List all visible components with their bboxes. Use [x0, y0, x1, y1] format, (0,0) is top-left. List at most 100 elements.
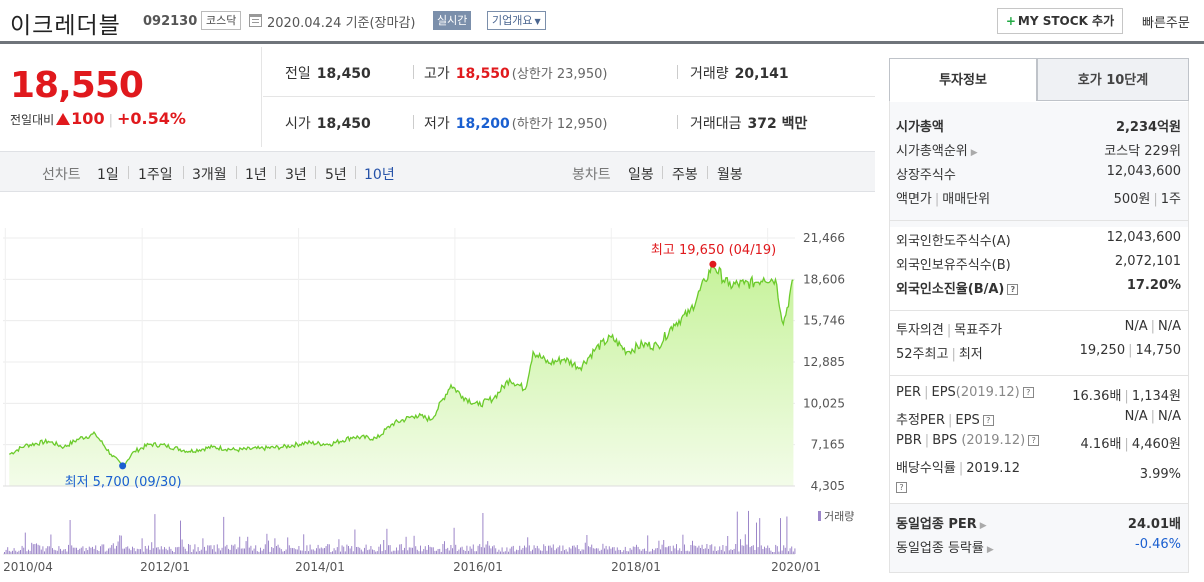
price-chart[interactable]: 21,466 18,606 15,746 12,885 10,025 7,165 4,305… [0, 192, 875, 578]
volume-bar [628, 551, 629, 554]
volume-bar [780, 518, 781, 554]
volume-bar [231, 544, 233, 554]
divider [889, 375, 1189, 376]
period-3y[interactable]: 3년 [285, 167, 307, 183]
volume-bar [367, 550, 369, 554]
period-3m[interactable]: 3개월 [192, 167, 227, 183]
help-icon[interactable]: ? [1007, 284, 1019, 295]
tab-investment-info[interactable]: 투자정보 [889, 58, 1037, 101]
volume-bar [685, 550, 687, 554]
volume-bar [560, 551, 562, 554]
volume-bar [258, 551, 260, 554]
volume-bar [420, 545, 421, 554]
volume-bar [672, 545, 674, 554]
caret-down-icon: ▼ [534, 17, 541, 26]
volume-bar [770, 550, 772, 554]
volume-bar [202, 538, 204, 554]
volume-bar [424, 546, 426, 554]
divider [889, 310, 1189, 311]
industry-per-label-wrap[interactable]: 동일업종 PER ▶ [896, 513, 987, 532]
volume-bar [132, 546, 133, 554]
volume-bar [42, 546, 44, 554]
volume-bar [26, 551, 28, 554]
quick-order-link[interactable]: 빠른주문 [1142, 16, 1190, 31]
trade-value-label: 거래대금 [690, 116, 742, 132]
volume-bar [520, 549, 522, 554]
period-1w[interactable]: 1주일 [138, 167, 173, 183]
divider: | [1128, 343, 1133, 358]
divider [662, 166, 663, 179]
volume-bar [352, 551, 354, 554]
volume-bar [588, 546, 589, 554]
company-name[interactable]: 이크레더블 [10, 13, 121, 39]
volume-bar [416, 549, 418, 554]
volume-bar [584, 542, 586, 554]
cap-rank-label-wrap[interactable]: 시가총액순위 ▶ [896, 140, 978, 159]
period-10y[interactable]: 10년 [364, 167, 395, 183]
volume-bar [162, 549, 164, 554]
volume-bar [447, 547, 449, 554]
realtime-button[interactable]: 실시간 [433, 11, 472, 30]
volume-bar [277, 544, 279, 554]
help-icon[interactable]: ? [982, 415, 994, 426]
industry-rate-label-wrap[interactable]: 동일업종 등락률 ▶ [896, 537, 994, 556]
volume-bar [130, 550, 132, 554]
volume-bar [487, 541, 489, 554]
x-tick-label: 2018/01 [611, 560, 661, 574]
period-5y[interactable]: 5년 [325, 167, 347, 183]
divider: | [948, 413, 953, 428]
volume-bar [23, 547, 25, 554]
volume-bar [31, 542, 33, 554]
candle-daily[interactable]: 일봉 [628, 167, 654, 183]
candle-chart-label: 봉차트 [572, 167, 611, 183]
volume-bar [736, 511, 738, 554]
volume-bar [312, 549, 314, 554]
volume-bar [140, 549, 141, 554]
tab-orderbook-10[interactable]: 호가 10단계 [1037, 58, 1189, 101]
volume-bar [197, 547, 199, 554]
volume-bar [711, 544, 713, 554]
volume-bar [176, 547, 178, 554]
volume-bar [391, 551, 393, 554]
volume-bar [47, 546, 49, 554]
par-unit-row: 액면가 | 매매단위 500원 | 1주 [889, 188, 1189, 208]
company-overview-dropdown[interactable]: 기업개요 ▼ [487, 11, 546, 30]
volume-bar [154, 514, 156, 554]
volume-bar [615, 550, 617, 554]
period-1y[interactable]: 1년 [245, 167, 267, 183]
volume-bar [738, 551, 740, 554]
volume-bar [63, 549, 65, 554]
add-mystock-button[interactable]: + MY STOCK 추가 [997, 8, 1123, 34]
volume-bar [410, 547, 412, 554]
panel-shade [890, 503, 1188, 572]
volume-bar [664, 547, 666, 554]
volume-bar [544, 546, 546, 554]
volume-bar [175, 547, 177, 554]
help-icon[interactable]: ? [1022, 387, 1034, 398]
trade-value: 거래대금 372 백만 [690, 113, 807, 133]
volume-bar [386, 528, 388, 554]
volume-bar [216, 544, 218, 554]
period-1d[interactable]: 1일 [97, 167, 119, 183]
help-icon[interactable]: ? [1028, 435, 1040, 446]
volume-bar [597, 548, 599, 554]
volume-bar [354, 529, 356, 554]
line-chart-label: 선차트 [42, 167, 81, 183]
candle-weekly[interactable]: 주봉 [672, 167, 698, 183]
target-price-value: N/A [1158, 319, 1181, 334]
price-chart-svg[interactable]: 21,466 18,606 15,746 12,885 10,025 7,165 4,305… [0, 192, 875, 578]
volume-bar [288, 545, 290, 554]
candle-monthly[interactable]: 월봉 [717, 167, 743, 183]
help-icon[interactable]: ? [896, 482, 907, 493]
volume-bar [581, 549, 583, 554]
volume-bar [87, 550, 89, 554]
volume-bar [301, 550, 303, 554]
chevron-right-icon: ▶ [970, 148, 978, 158]
volume-bar [178, 546, 180, 554]
volume-bar [452, 548, 453, 554]
x-tick-label: 2010/04 [3, 560, 53, 574]
volume-bar [428, 545, 429, 554]
volume-bar [332, 551, 333, 554]
volume-bar [247, 536, 249, 554]
volume-bar [604, 548, 605, 554]
